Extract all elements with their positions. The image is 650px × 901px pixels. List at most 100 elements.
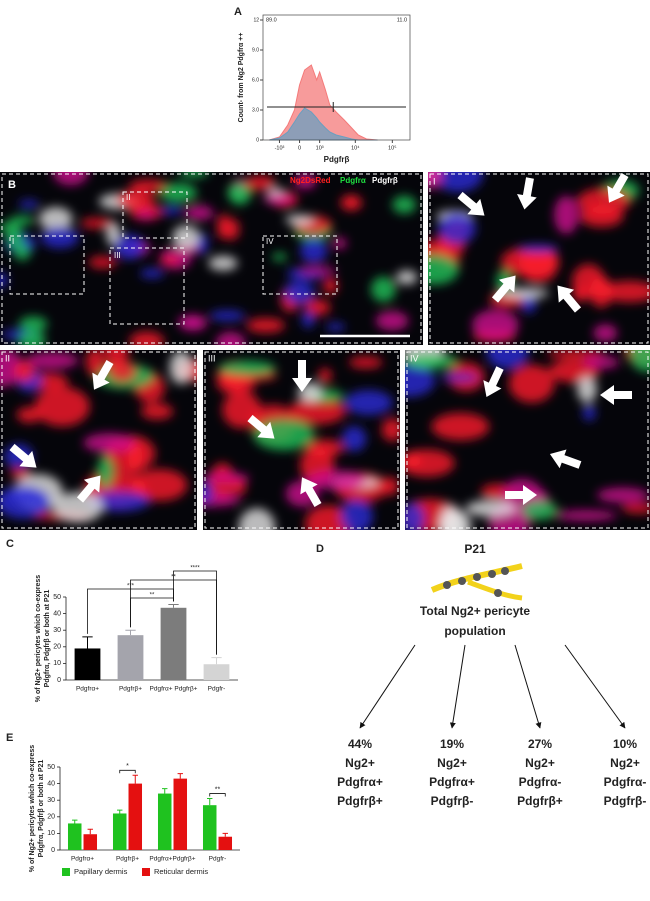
frame <box>204 351 399 529</box>
error-bar <box>72 819 78 824</box>
inset-label: III <box>208 353 216 363</box>
arrow <box>9 443 37 468</box>
cell <box>116 189 155 210</box>
cell <box>159 182 197 203</box>
significance-label: *** <box>127 584 135 590</box>
cell <box>14 243 31 261</box>
x-tick-label: Pdgfrα+ <box>76 686 99 693</box>
cell <box>440 510 472 530</box>
cell <box>18 330 46 345</box>
x-tick-label: Pdgfrβ+ <box>116 856 139 863</box>
y-tick-label: 20 <box>47 814 55 821</box>
cell <box>370 276 396 302</box>
micrograph-content <box>0 172 418 345</box>
cell <box>83 433 136 453</box>
x-tick-label: Pdgfr- <box>208 686 226 693</box>
x-tick-label: Pdgfrα+ Pdgfrβ+ <box>150 686 198 693</box>
cell <box>97 456 114 488</box>
cell <box>129 331 165 345</box>
diagram-arrow <box>359 644 416 729</box>
cell <box>238 508 276 530</box>
cell <box>509 364 555 403</box>
root-label: population <box>444 624 505 638</box>
y-axis-label: Count- from Ng2 Pdgfrα ++ <box>238 33 245 123</box>
node-label: Ng2+ <box>437 756 467 770</box>
y-tick-label: 40 <box>47 780 55 787</box>
y-tick-label: 10 <box>47 830 55 837</box>
bar <box>117 635 144 680</box>
cell <box>405 451 422 468</box>
micrograph <box>0 350 197 530</box>
cell <box>88 256 117 269</box>
cell <box>582 404 596 421</box>
cell <box>228 181 252 205</box>
cell <box>18 316 48 332</box>
cell <box>25 351 79 369</box>
node-label: 19% <box>440 737 464 751</box>
gate-annotation: 11.0 <box>397 17 407 23</box>
arrow <box>505 485 537 505</box>
cell <box>140 268 165 279</box>
error-bar <box>82 636 93 649</box>
cell <box>396 270 418 285</box>
cell <box>432 172 484 193</box>
y-tick-label: 50 <box>53 594 61 601</box>
bar <box>112 813 127 850</box>
cell <box>85 350 105 377</box>
error-bar <box>117 809 123 814</box>
significance-bracket <box>130 597 174 628</box>
x-tick-label: 10³ <box>316 145 324 151</box>
micrograph-content <box>405 350 650 530</box>
cell <box>9 215 35 225</box>
cell <box>218 360 276 376</box>
arrow <box>247 414 275 439</box>
cell <box>285 214 314 225</box>
frame <box>429 173 649 344</box>
micrograph <box>405 350 650 530</box>
cell <box>209 310 246 322</box>
cell <box>172 225 200 250</box>
cell <box>405 502 425 530</box>
bar <box>157 793 172 850</box>
cell <box>140 403 174 420</box>
cell <box>486 350 529 370</box>
arrow <box>600 385 632 405</box>
x-tick-label: Pdgfrβ+ <box>119 686 142 693</box>
cell <box>576 188 631 215</box>
error-bar <box>87 828 93 835</box>
cell <box>159 206 183 215</box>
cell <box>283 280 315 305</box>
cell <box>2 492 50 502</box>
arrow <box>557 285 582 313</box>
gate-annotation: 89.0 <box>266 17 277 23</box>
cell <box>497 287 550 299</box>
cell <box>294 172 317 190</box>
cell <box>246 317 285 333</box>
cell <box>339 499 373 530</box>
panel-label: E <box>6 732 13 744</box>
cell <box>87 490 150 512</box>
cell <box>555 510 618 521</box>
error-bar <box>162 788 168 794</box>
cell <box>553 195 579 235</box>
cell <box>288 398 346 425</box>
node-label: Pdgfrα+ <box>429 775 475 789</box>
bar <box>203 664 230 680</box>
bar <box>218 836 233 850</box>
cell <box>341 426 367 452</box>
cell <box>440 373 479 382</box>
arrow <box>92 360 114 390</box>
cell <box>600 280 650 303</box>
cell <box>518 244 559 253</box>
cell <box>53 492 103 523</box>
cell <box>178 316 203 327</box>
cell <box>577 375 597 403</box>
error-bar <box>168 603 179 608</box>
y-tick-label: 50 <box>47 764 55 771</box>
cell <box>208 255 238 271</box>
inset-label: IV <box>266 237 274 246</box>
cell <box>299 238 328 264</box>
cell <box>621 503 650 514</box>
diagram-arrow <box>449 644 466 729</box>
